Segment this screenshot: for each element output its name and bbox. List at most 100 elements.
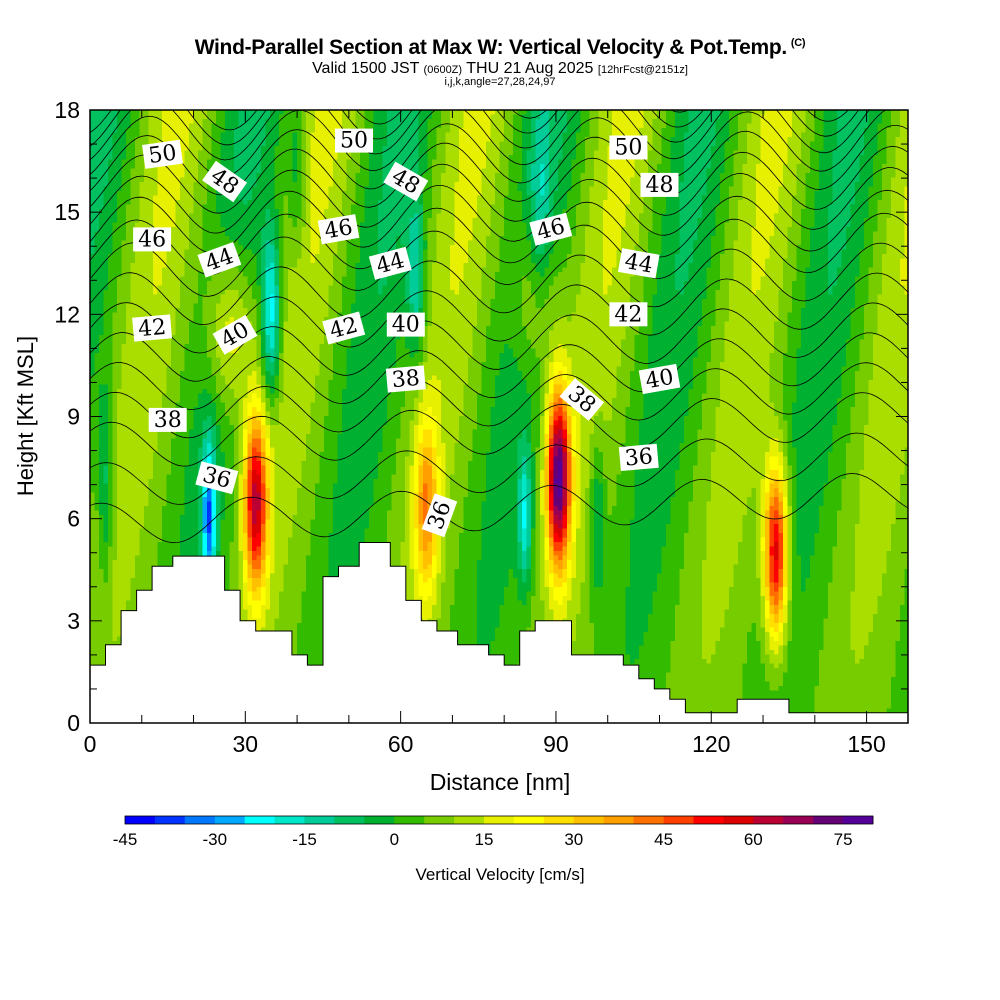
velocity-cell <box>770 151 775 156</box>
velocity-cell <box>293 151 298 156</box>
velocity-cell <box>797 124 802 129</box>
velocity-cell <box>801 133 806 138</box>
velocity-cell <box>198 119 203 124</box>
velocity-cell <box>360 155 365 160</box>
velocity-cell <box>473 155 478 160</box>
velocity-cell <box>450 155 455 160</box>
velocity-cell <box>131 133 136 138</box>
velocity-cell <box>770 115 775 120</box>
velocity-cell <box>747 124 752 129</box>
velocity-cell <box>729 124 734 129</box>
velocity-cell <box>680 115 685 120</box>
velocity-cell <box>396 146 401 151</box>
velocity-cell <box>234 133 239 138</box>
velocity-cell <box>441 142 446 147</box>
velocity-cell <box>657 137 662 142</box>
velocity-cell <box>738 142 743 147</box>
velocity-cell <box>194 124 199 129</box>
velocity-cell <box>333 110 338 115</box>
velocity-cell <box>459 142 464 147</box>
velocity-cell <box>473 146 478 151</box>
velocity-cell <box>441 151 446 156</box>
velocity-cell <box>378 160 383 165</box>
velocity-cell <box>896 110 901 115</box>
velocity-cell <box>324 133 329 138</box>
velocity-cell <box>869 133 874 138</box>
velocity-cell <box>554 160 559 165</box>
velocity-cell <box>707 137 712 142</box>
velocity-cell <box>216 110 221 115</box>
velocity-cell <box>869 146 874 151</box>
velocity-cell <box>198 133 203 138</box>
velocity-cell <box>437 119 442 124</box>
velocity-cell <box>185 137 190 142</box>
velocity-cell <box>221 151 226 156</box>
velocity-cell <box>342 160 347 165</box>
velocity-cell <box>707 133 712 138</box>
velocity-cell <box>338 155 343 160</box>
velocity-cell <box>486 146 491 151</box>
velocity-cell <box>806 115 811 120</box>
velocity-cell <box>221 119 226 124</box>
velocity-cell <box>135 133 140 138</box>
velocity-cell <box>527 115 532 120</box>
velocity-cell <box>531 155 536 160</box>
velocity-cell <box>828 115 833 120</box>
velocity-cell <box>140 124 145 129</box>
velocity-cell <box>252 155 257 160</box>
velocity-cell <box>423 155 428 160</box>
velocity-cell <box>662 124 667 129</box>
velocity-cell <box>545 128 550 133</box>
velocity-cell <box>725 110 730 115</box>
velocity-cell <box>873 146 878 151</box>
velocity-cell <box>720 128 725 133</box>
velocity-cell <box>536 119 541 124</box>
velocity-cell <box>405 133 410 138</box>
velocity-cell <box>270 151 275 156</box>
velocity-cell <box>761 133 766 138</box>
velocity-cell <box>590 146 595 151</box>
velocity-cell <box>216 133 221 138</box>
velocity-cell <box>621 119 626 124</box>
velocity-cell <box>905 115 910 120</box>
velocity-cell <box>603 146 608 151</box>
velocity-cell <box>603 155 608 160</box>
velocity-cell <box>338 115 343 120</box>
velocity-cell <box>360 115 365 120</box>
velocity-cell <box>171 124 176 129</box>
velocity-cell <box>441 146 446 151</box>
velocity-cell <box>878 137 883 142</box>
velocity-cell <box>896 137 901 142</box>
velocity-cell <box>837 110 842 115</box>
velocity-cell <box>576 137 581 142</box>
velocity-cell <box>783 151 788 156</box>
velocity-cell <box>324 142 329 147</box>
velocity-cell <box>230 119 235 124</box>
velocity-cell <box>738 137 743 142</box>
velocity-cell <box>387 155 392 160</box>
velocity-cell <box>612 115 617 120</box>
velocity-cell <box>441 115 446 120</box>
velocity-cell <box>522 146 527 151</box>
velocity-cell <box>311 151 316 156</box>
velocity-cell <box>896 142 901 147</box>
velocity-cell <box>135 146 140 151</box>
velocity-cell <box>567 146 572 151</box>
velocity-cell <box>351 115 356 120</box>
velocity-cell <box>329 160 334 165</box>
velocity-cell <box>428 128 433 133</box>
velocity-cell <box>297 133 302 138</box>
velocity-cell <box>662 128 667 133</box>
velocity-cell <box>563 151 568 156</box>
velocity-cell <box>167 115 172 120</box>
velocity-cell <box>855 128 860 133</box>
velocity-cell <box>108 128 113 133</box>
velocity-cell <box>122 124 127 129</box>
velocity-cell <box>833 155 838 160</box>
velocity-cell <box>171 119 176 124</box>
velocity-cell <box>306 115 311 120</box>
velocity-cell <box>648 133 653 138</box>
velocity-cell <box>194 155 199 160</box>
velocity-cell <box>239 110 244 115</box>
velocity-cell <box>828 119 833 124</box>
